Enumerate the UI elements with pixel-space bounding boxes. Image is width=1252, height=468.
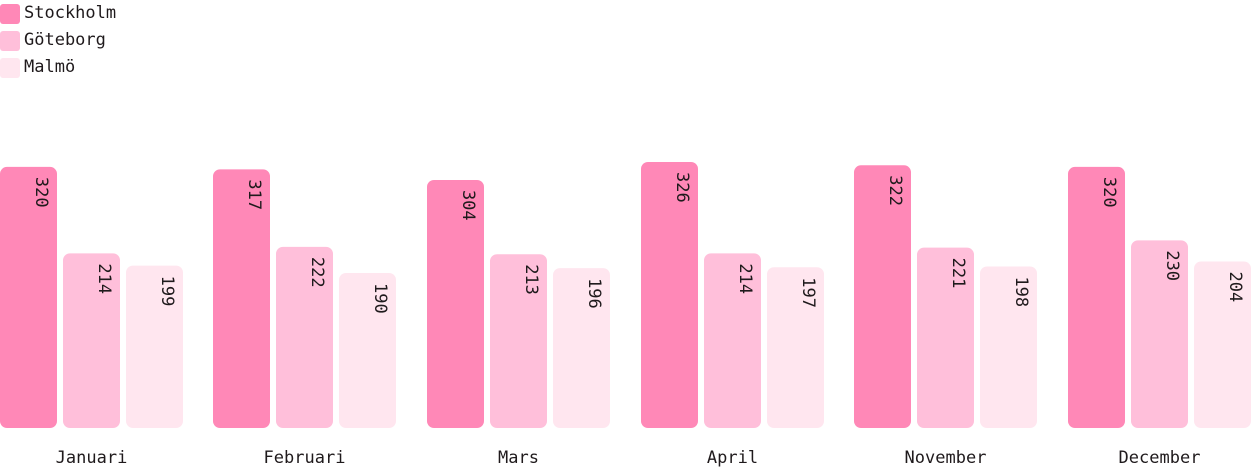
- bar-value-goteborg-januari: 214: [94, 263, 114, 294]
- bar-stockholm-februari: [213, 169, 270, 428]
- bar-group-januari: 320 214 199 Januari: [0, 166, 183, 468]
- bar-value-goteborg-februari: 222: [307, 257, 327, 288]
- legend-swatch-stockholm: [0, 3, 20, 24]
- bar-value-malmo-december: 204: [1225, 272, 1245, 303]
- legend-label-malmo: Malmö: [24, 57, 76, 77]
- bar-stockholm-april: [641, 162, 698, 428]
- bar-malmo-januari: [126, 265, 183, 428]
- bar-value-stockholm-februari: 317: [244, 179, 264, 210]
- bar-value-stockholm-mars: 304: [458, 190, 478, 221]
- bar-goteborg-januari: [63, 253, 120, 428]
- bar-group-mars: 304 213 196 Mars: [427, 179, 610, 468]
- bar-value-malmo-november: 198: [1011, 276, 1031, 307]
- bar-goteborg-mars: [490, 254, 547, 428]
- bar-group-februari: 317 222 190 Februari: [213, 169, 396, 468]
- bar-malmo-april: [767, 267, 824, 428]
- bar-stockholm-januari: [0, 166, 57, 429]
- legend: Stockholm Göteborg Malmö: [0, 0, 116, 81]
- bar-value-stockholm-april: 326: [672, 172, 692, 203]
- bar-malmo-mars: [553, 268, 610, 428]
- legend-label-goteborg: Göteborg: [24, 30, 106, 50]
- category-label-mars: Mars: [498, 448, 539, 468]
- bar-goteborg-februari: [276, 246, 333, 428]
- bar-value-malmo-januari: 199: [157, 276, 177, 307]
- legend-swatch-malmo: [0, 57, 20, 78]
- bar-malmo-december: [1194, 261, 1251, 428]
- category-label-november: November: [905, 448, 987, 468]
- bar-malmo-november: [980, 266, 1037, 428]
- bar-stockholm-november: [854, 165, 911, 429]
- bar-group-december: 320 230 204 December: [1068, 166, 1251, 468]
- legend-item-malmo: Malmö: [0, 54, 116, 81]
- bar-group-april: 326 214 197 April: [641, 162, 824, 468]
- legend-item-stockholm: Stockholm: [0, 0, 116, 27]
- bar-goteborg-april: [704, 253, 761, 428]
- bar-stockholm-december: [1068, 166, 1125, 429]
- bar-value-goteborg-december: 230: [1162, 250, 1182, 281]
- bar-goteborg-december: [1131, 240, 1188, 428]
- legend-item-goteborg: Göteborg: [0, 27, 116, 54]
- bar-goteborg-november: [917, 247, 974, 428]
- bar-value-malmo-mars: 196: [584, 278, 604, 309]
- bar-value-stockholm-december: 320: [1099, 177, 1119, 208]
- bar-value-stockholm-november: 322: [885, 175, 905, 206]
- bar-value-malmo-april: 197: [798, 277, 818, 308]
- bar-value-goteborg-april: 214: [735, 263, 755, 294]
- legend-swatch-goteborg: [0, 30, 20, 51]
- bar-value-goteborg-november: 221: [948, 258, 968, 289]
- legend-label-stockholm: Stockholm: [24, 3, 117, 23]
- bar-value-goteborg-mars: 213: [521, 264, 541, 295]
- bar-value-stockholm-januari: 320: [31, 177, 51, 208]
- bar-value-malmo-februari: 190: [370, 283, 390, 314]
- bar-group-november: 322 221 198 November: [854, 165, 1037, 468]
- bar-stockholm-mars: [427, 179, 484, 428]
- category-label-april: April: [707, 448, 758, 468]
- category-label-december: December: [1119, 448, 1201, 468]
- category-label-januari: Januari: [56, 448, 128, 468]
- bar-malmo-februari: [339, 272, 396, 428]
- category-label-februari: Februari: [264, 448, 346, 468]
